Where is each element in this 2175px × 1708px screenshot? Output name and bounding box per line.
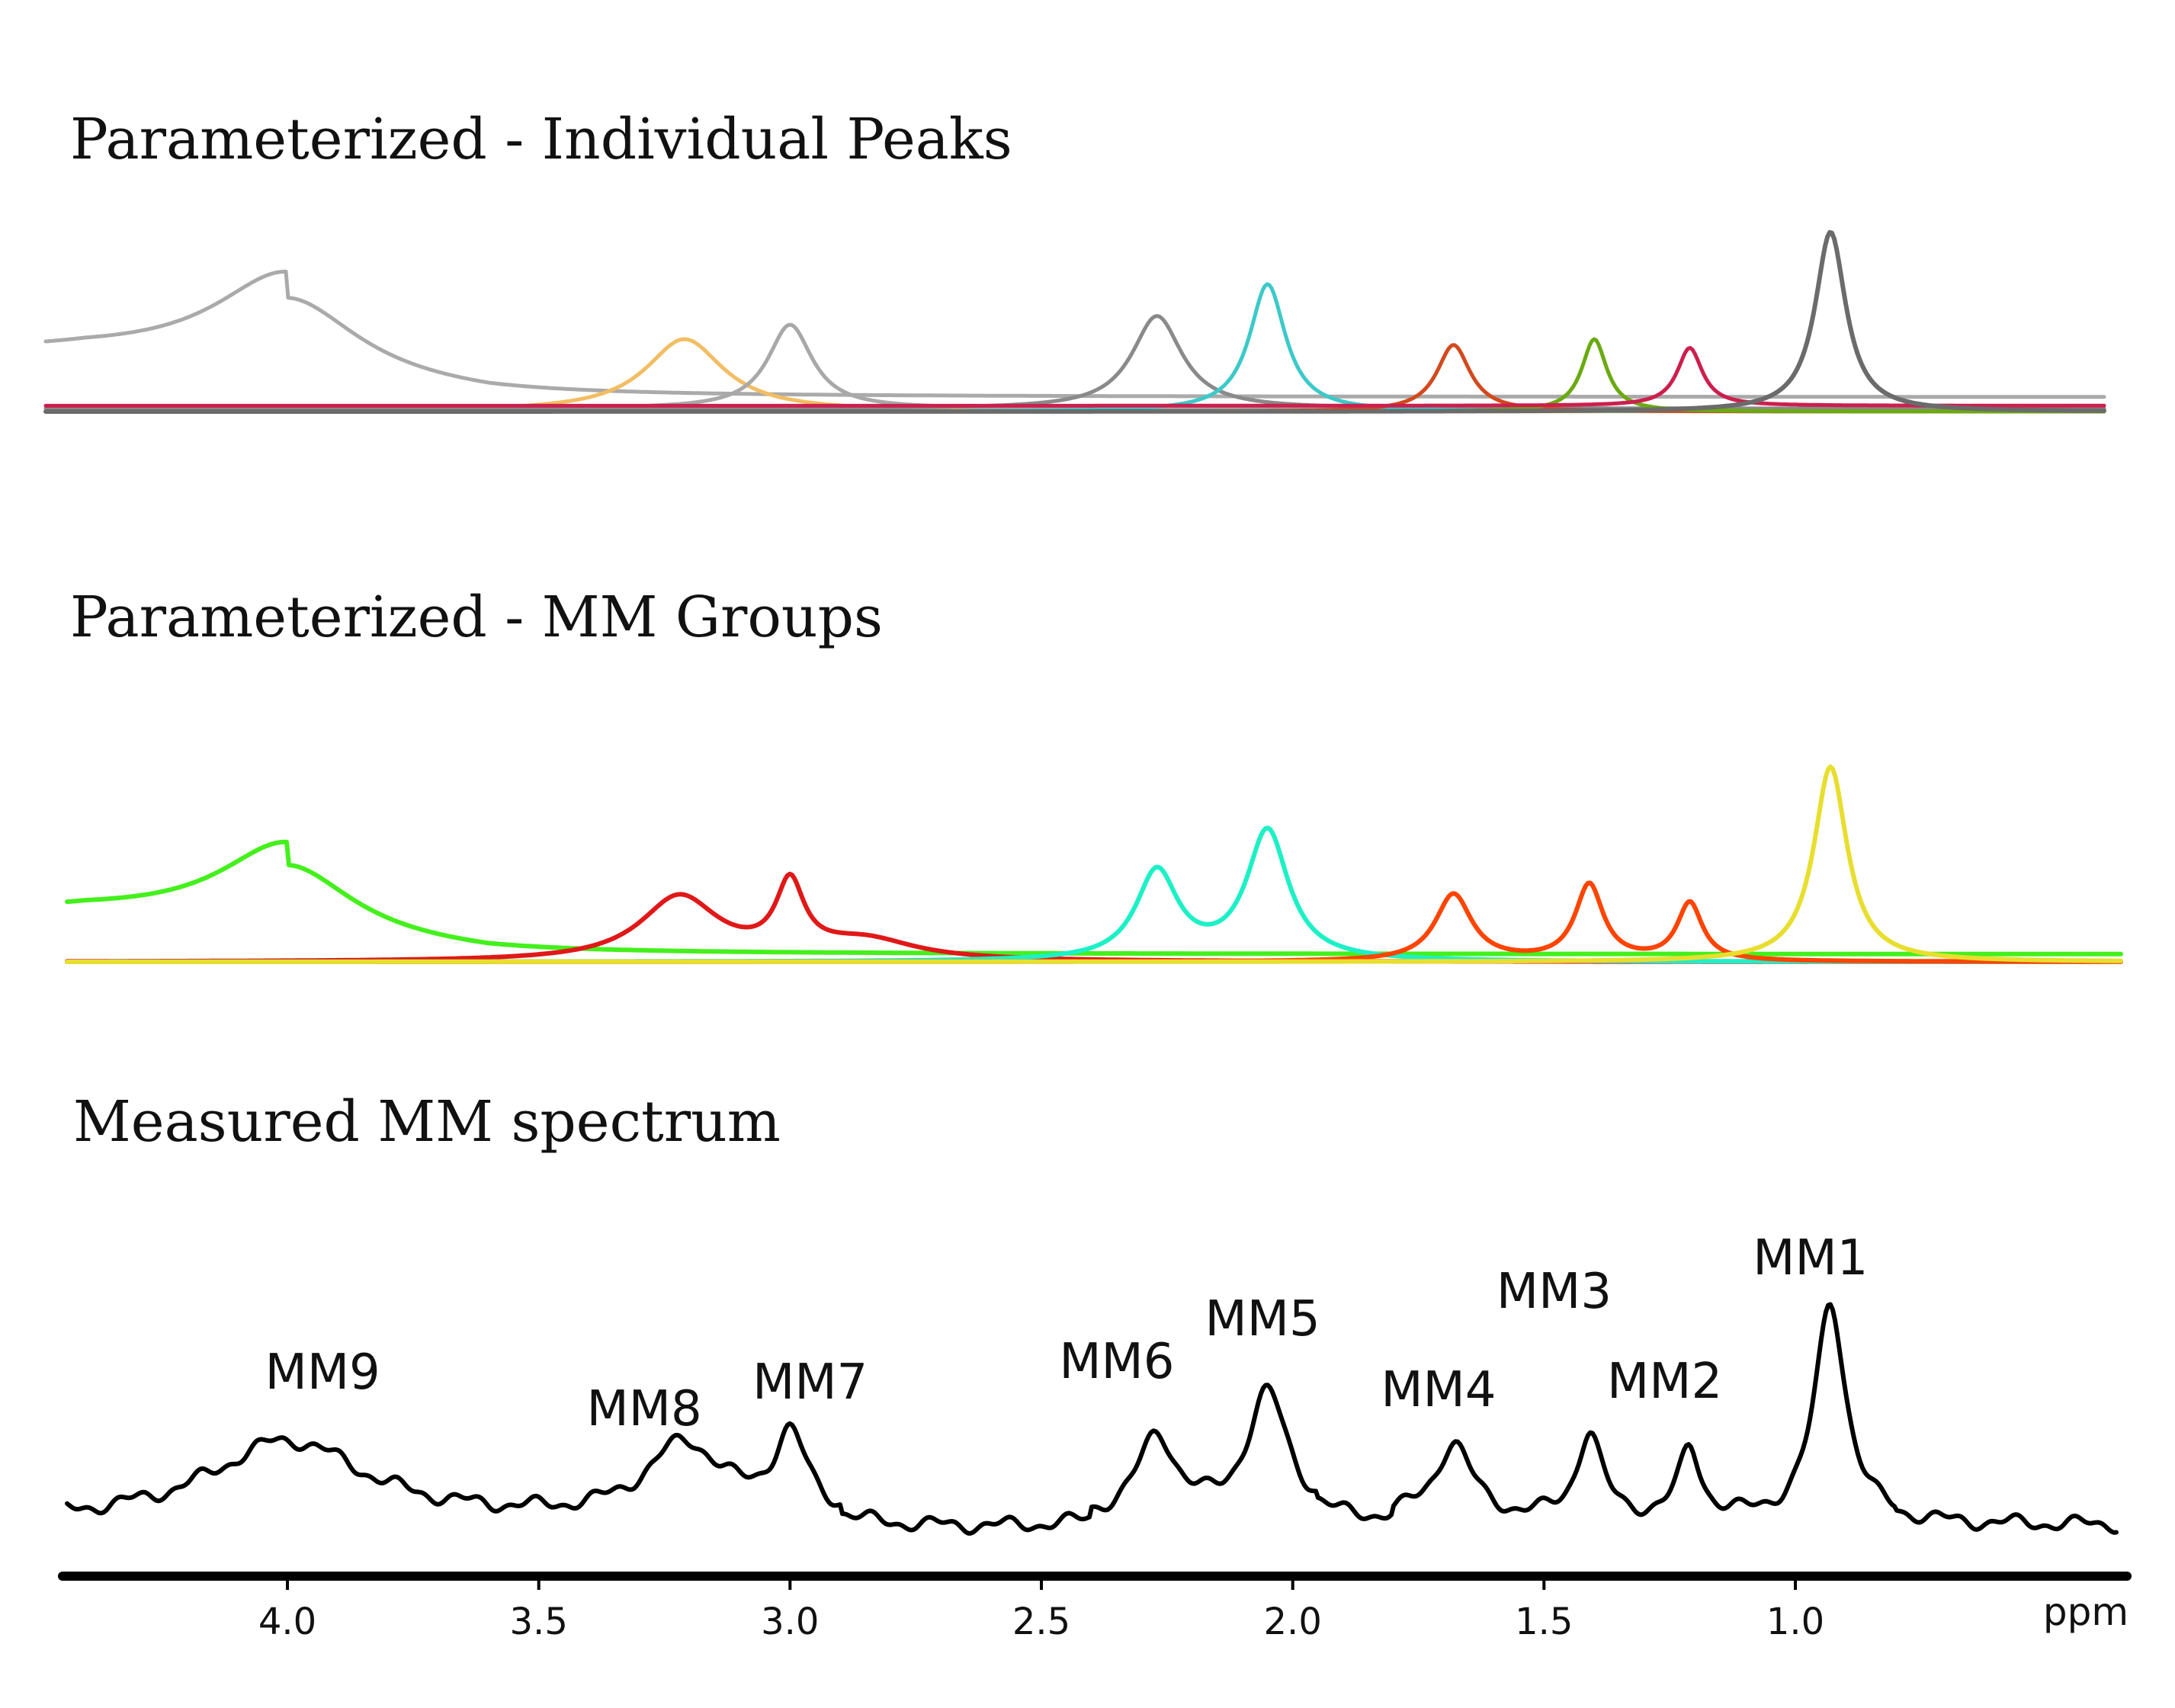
tick-label-4.0: 4.0: [258, 1601, 316, 1643]
mm-groups-curves: [65, 764, 2123, 964]
axis-ticks: 4.0 3.5 3.0 2.5 2.0 1.5 1.0: [258, 1576, 1824, 1643]
peak-label-mm5: MM5: [1205, 1291, 1320, 1347]
axis-unit-label: ppm: [2043, 1590, 2128, 1634]
panel-title-individual-peaks: Parameterized - Individual Peaks: [70, 107, 1012, 172]
series-mm2-component: [43, 345, 2106, 408]
panel-title-measured: Measured MM spectrum: [73, 1089, 781, 1155]
individual-peaks-curves: [43, 229, 2106, 414]
series-mm1-group: [65, 764, 2123, 964]
series-mm2-mm4-group: [65, 880, 2123, 964]
peak-label-mm7: MM7: [752, 1354, 868, 1411]
tick-label-3.0: 3.0: [761, 1601, 819, 1643]
tick-label-2.0: 2.0: [1264, 1601, 1322, 1643]
tick-label-1.0: 1.0: [1766, 1601, 1824, 1643]
tick-label-1.5: 1.5: [1515, 1601, 1573, 1643]
panel-title-mm-groups: Parameterized - MM Groups: [70, 585, 883, 650]
tick-label-2.5: 2.5: [1012, 1601, 1070, 1643]
panel-mm-groups: Parameterized - MM Groups: [65, 585, 2123, 964]
peak-label-mm8: MM8: [587, 1381, 702, 1437]
peak-label-mm1: MM1: [1753, 1230, 1868, 1287]
series-measured: [65, 1302, 2119, 1536]
series-mm4-component: [43, 343, 2106, 414]
measured-curves: [65, 1302, 2119, 1536]
panel-individual-peaks: Parameterized - Individual Peaks: [43, 107, 2106, 414]
series-mm9-component: [43, 269, 2106, 399]
peak-label-mm6: MM6: [1059, 1334, 1174, 1390]
peak-label-mm2: MM2: [1607, 1354, 1722, 1410]
peak-label-mm9: MM9: [265, 1344, 380, 1401]
tick-label-3.5: 3.5: [510, 1601, 568, 1643]
series-mm6-component: [43, 314, 2106, 411]
ppm-axis: 4.0 3.5 3.0 2.5 2.0 1.5 1.0 ppm: [58, 1572, 2132, 1643]
series-mm9-group: [65, 839, 2123, 957]
peak-label-mm4: MM4: [1381, 1362, 1496, 1418]
series-mm1-component: [43, 229, 2106, 414]
series-mm5-component: [43, 282, 2106, 414]
peak-label-mm3: MM3: [1497, 1264, 1612, 1320]
